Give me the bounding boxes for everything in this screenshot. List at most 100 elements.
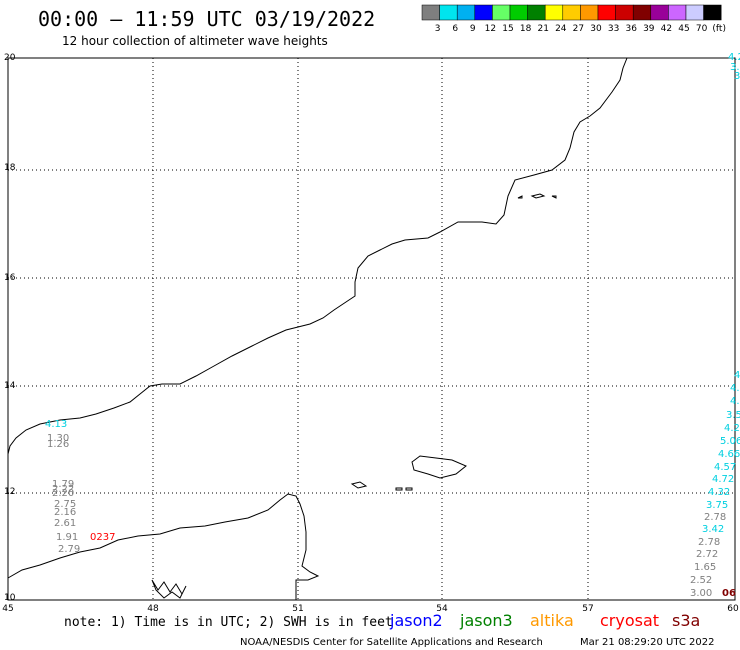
scale-swatch [492,4,511,21]
somalia-inland-feature [151,579,187,599]
lon-tick-label: 48 [147,604,159,614]
scale-swatch [685,4,704,21]
lat-lon-grid [8,58,735,600]
wave-height-label: 1.26 [47,439,69,450]
lat-tick-label: 16 [4,273,16,283]
scale-swatch [527,4,546,21]
lat-tick-label: 18 [4,163,16,173]
lon-tick-label: 57 [582,604,593,614]
socotra-island [411,455,467,479]
lat-tick-label: 12 [4,487,15,497]
scale-label: 42 [661,24,672,34]
wave-height-label: 1.30 [47,433,69,444]
wave-height-label: 2.22 [52,484,74,495]
scale-label: 6 [452,24,458,34]
wave-height-label: 2.78 [704,512,726,523]
scale-label: 9 [470,24,476,34]
scale-swatch [632,4,652,21]
somalia-coastline [7,493,320,600]
lon-tick-label: 54 [436,604,448,614]
wave-height-label: 2.61 [54,518,76,529]
wave-height-label: 5.06 [720,436,740,447]
wave-height-label: 2.79 [58,544,80,555]
map-title: 00:00 – 11:59 UTC 03/19/2022 [38,7,375,31]
satellite-legend-item: cryosat [600,611,659,630]
footer-timestamp: Mar 21 08:29:20 UTC 2022 [580,637,715,648]
scale-swatch [703,4,722,21]
wave-height-label: 3.5 [726,410,740,421]
map-frame [7,57,736,601]
wave-height-label: 4.32 [708,487,730,498]
wave-height-label: 4.57 [714,462,736,473]
wave-height-label: 4. [730,383,740,394]
scale-label: 70 [696,24,708,34]
wave-height-label: 1.65 [694,562,716,573]
abd-al-kuri-island [350,481,368,489]
scale-label: 27 [573,24,584,34]
wave-height-label: 2.75 [54,499,76,510]
wave-height-label: 2.72 [696,549,718,560]
map-subtitle: 12 hour collection of altimeter wave hei… [62,34,328,48]
scale-swatch [544,4,564,21]
wave-height-label: 2.52 [690,575,712,586]
kuria-muria-islands [517,193,557,199]
satellite-legend-item: altika [530,611,574,630]
scale-swatch [421,4,440,21]
arabian-coastline [7,57,628,455]
scale-label: 21 [537,24,548,34]
lon-tick-label: 51 [292,604,303,614]
scale-swatch [562,4,581,21]
scale-label: (ft) [712,24,726,34]
scale-label: 45 [678,24,689,34]
scale-swatch [474,4,493,21]
scale-label: 33 [608,24,619,34]
wave-height-label: 4.66 [718,449,740,460]
scale-label: 18 [520,24,532,34]
scale-label: 12 [485,24,496,34]
wave-height-label: 2.20 [52,488,74,499]
lat-tick-label: 10 [4,593,16,603]
wave-height-label: 3. [734,71,740,82]
wave-height-label: 4 [734,370,740,381]
lon-tick-label: 60 [727,604,739,614]
satellite-legend-item: s3a [672,611,700,630]
scale-swatch [439,4,458,21]
scale-label: 36 [625,24,637,34]
lat-tick-label: 20 [4,53,16,63]
samhah-island [395,487,413,491]
lat-tick-label: 14 [4,381,16,391]
scale-swatch [509,4,528,21]
wave-height-label: 0237 [90,532,115,543]
wave-height-label: 1.79 [52,479,74,490]
satellite-legend-item: jason2 [389,611,443,630]
wave-height-label: 4.13 [45,419,67,430]
axis-tick-labels: 45 48 51 54 57 60 20 18 16 14 12 10 [2,53,739,614]
scale-swatch [597,4,616,21]
satellite-legend: jason2 jason3 altika cryosat s3a [389,611,700,630]
wave-height-label: 4. [730,396,740,407]
wave-height-label: 4.72 [712,474,734,485]
coastline [7,57,628,600]
wave-height-color-scale: 3 6 9 12 15 18 21 24 27 30 33 36 39 42 45 70 (ft) [421,4,726,34]
wave-height-label: 1.91 [56,532,78,543]
scale-label: 39 [643,24,655,34]
scale-swatch [668,4,687,21]
lon-tick-label: 45 [2,604,13,614]
scale-label: 3 [435,24,441,34]
scale-label: 30 [590,24,602,34]
wave-height-label: 3.00 [690,588,712,599]
wave-height-label: 4.2 [728,52,740,63]
satellite-legend-item: jason3 [459,611,513,630]
wave-height-readings: 4.13 1.301.26 1.792.222.202.752.162.61 1.91… [45,52,740,599]
wave-height-label: 3.42 [702,524,724,535]
scale-swatch [456,4,476,21]
footer-note: note: 1) Time is in UTC; 2) SWH is in fe… [64,615,393,630]
scale-swatch [580,4,599,21]
wave-height-label: 3. [730,62,740,73]
wave-height-label: 06 [722,588,736,599]
wave-height-label: 4.2 [724,423,740,434]
wave-height-label: 2.78 [698,537,720,548]
scale-swatch [615,4,634,21]
